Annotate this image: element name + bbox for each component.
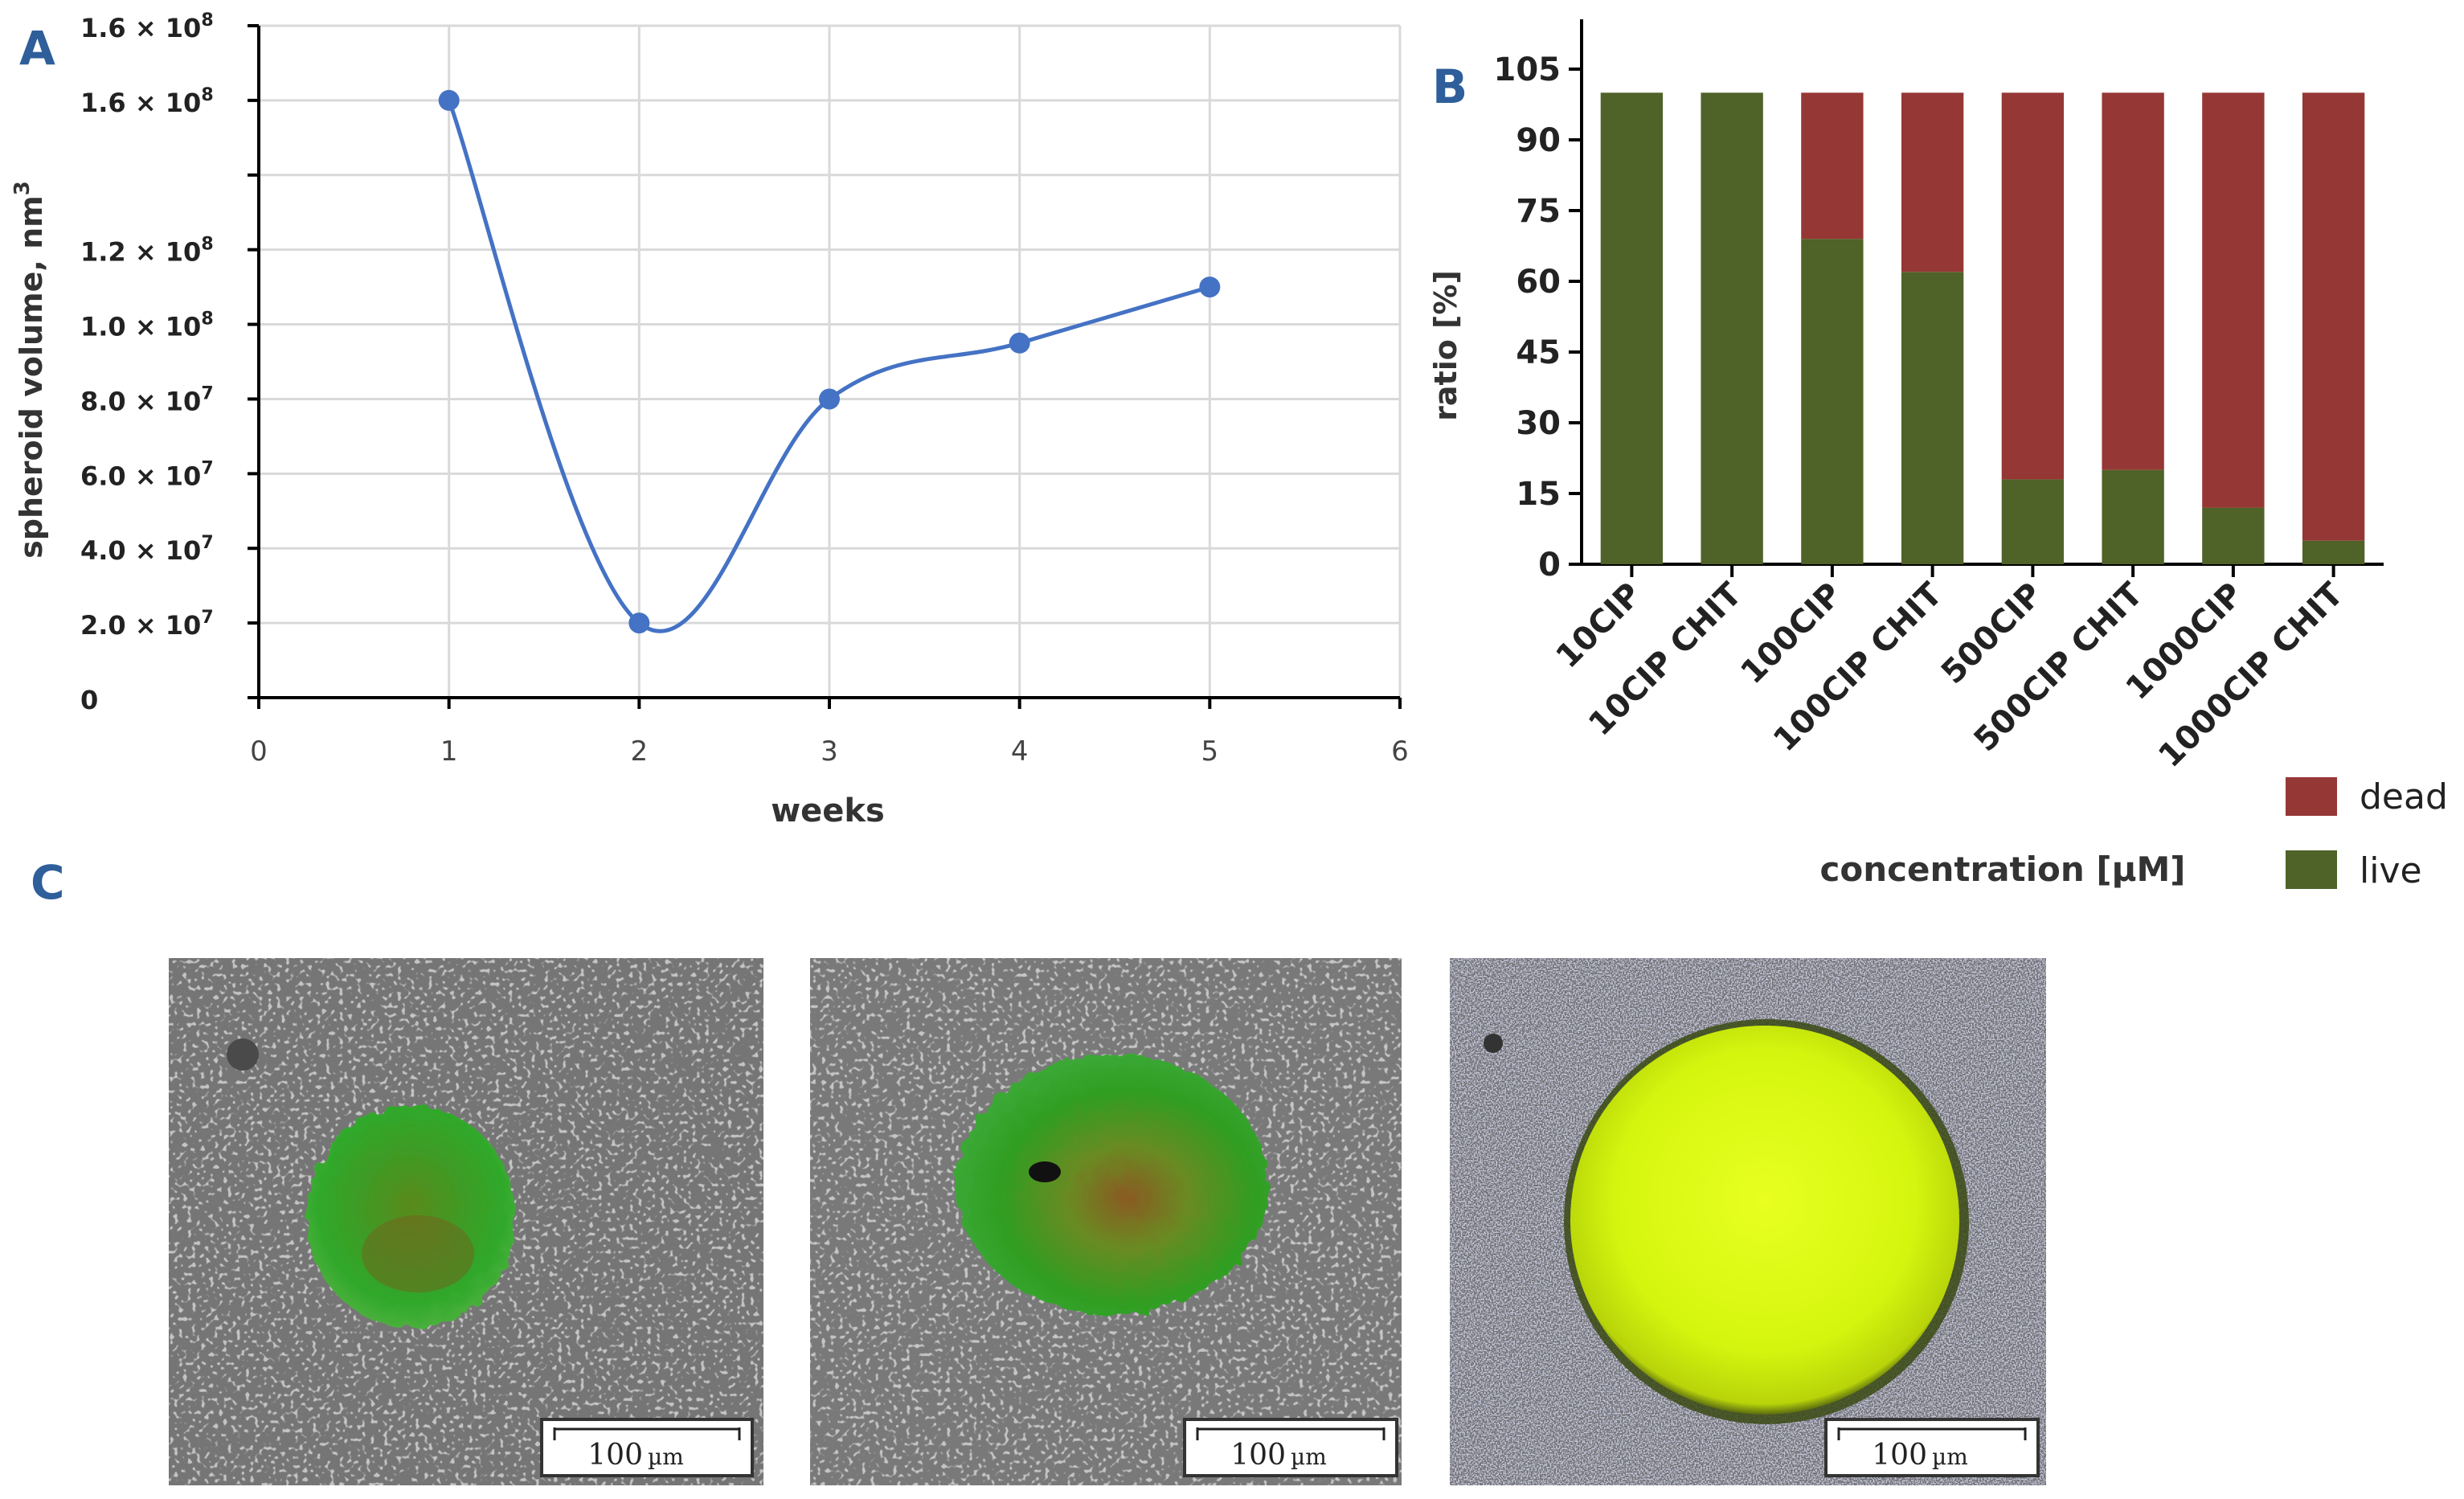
- bars: [1600, 92, 2365, 565]
- y-tick-label: 6.0 × 107: [80, 458, 214, 491]
- y-tick-label: 1.2 × 108: [80, 235, 214, 268]
- scale-bar-unit: µm: [1291, 1444, 1327, 1470]
- data-point: [1199, 276, 1221, 298]
- y-tick-label: 0: [1538, 547, 1561, 584]
- bar-dead: [2102, 92, 2164, 470]
- series-line-spheroid-volume: [447, 100, 1211, 633]
- micrograph-1: 100 µm: [169, 958, 763, 1485]
- y-axis-title: ratio [%]: [1428, 270, 1463, 421]
- x-tick-label: 0: [250, 735, 268, 768]
- y-tick-label: 2.0 × 107: [80, 608, 214, 641]
- y-tick-label: 1.6 × 108: [80, 10, 214, 43]
- data-point: [819, 388, 840, 410]
- line-chart-panel-a: 0 2.0 × 107 4.0 × 107 6.0 × 107 8.0 × 107 1.0…: [10, 10, 1409, 829]
- y-tick-label: 75: [1516, 193, 1561, 230]
- bar-dead: [1901, 92, 1964, 272]
- data-point: [628, 612, 650, 634]
- bar-dead: [2001, 92, 2065, 480]
- bar-live: [2001, 479, 2065, 564]
- x-tick-label: 1: [440, 735, 458, 768]
- y-tick-label: 1.6 × 108: [80, 85, 214, 118]
- x-tick-label: 3: [821, 735, 838, 768]
- x-tick-label: 4: [1011, 735, 1029, 768]
- x-axis-title: concentration [µM]: [1819, 850, 2185, 889]
- legend-swatch-dead: [2286, 777, 2337, 816]
- x-tick-label: 500CIP CHIT: [1967, 575, 2151, 759]
- spheroid-dead-region: [362, 1215, 474, 1292]
- y-tick-label: 8.0 × 107: [80, 383, 214, 416]
- x-tick-label: 6: [1391, 735, 1409, 768]
- scale-bar-unit: µm: [1932, 1444, 1968, 1470]
- bar-live: [2102, 469, 2164, 564]
- x-tick-label: 5: [1201, 735, 1219, 768]
- y-axis-title: spheroid volume, nm3: [10, 181, 49, 559]
- y-tick-label: 4.0 × 107: [80, 533, 214, 566]
- panel-label-c: C: [31, 855, 65, 910]
- legend: dead live: [2286, 776, 2448, 891]
- scale-bar-unit: µm: [648, 1444, 684, 1470]
- y-tick-label: 1.0 × 108: [80, 309, 214, 342]
- bar-live: [1901, 272, 1964, 564]
- spheroid-live-stained: [307, 1106, 516, 1328]
- scale-bar-value: 100: [1872, 1439, 1927, 1472]
- bar-live: [1600, 92, 1664, 565]
- x-tick-label: 1000CIP CHIT: [2151, 575, 2351, 775]
- grid-lines: [259, 24, 1402, 698]
- bar-dead: [2202, 92, 2265, 508]
- bar-live: [1801, 239, 1864, 564]
- legend-label-live: live: [2360, 850, 2422, 891]
- debris-particle: [1484, 1034, 1503, 1053]
- x-tick-labels: 0 1 2 3 4 5 6: [250, 698, 1409, 768]
- y-tick-label: 15: [1516, 476, 1561, 513]
- bar-live: [2202, 507, 2265, 564]
- bar-live: [1701, 92, 1763, 565]
- x-tick-label: 10CIP: [1549, 576, 1649, 676]
- micrograph-3: 100 µm: [1450, 958, 2046, 1485]
- data-points: [438, 89, 1221, 634]
- scale-bar-value: 100: [587, 1439, 643, 1472]
- x-axis-title: weeks: [771, 793, 885, 829]
- bar-dead: [1801, 92, 1864, 240]
- bar-live: [2302, 540, 2365, 564]
- debris-particle: [227, 1038, 259, 1071]
- legend-label-dead: dead: [2360, 776, 2448, 817]
- y-tick-label: 0: [80, 685, 98, 715]
- bar-dead: [2302, 92, 2365, 541]
- y-tick-label: 30: [1516, 405, 1561, 442]
- y-tick-label: 45: [1516, 334, 1561, 371]
- y-ticks: 0 15 30 45 60 75 90 105: [1494, 51, 1582, 584]
- scale-bar-value: 100: [1230, 1439, 1286, 1472]
- data-point: [438, 89, 460, 111]
- x-tick-label: 100CIP CHIT: [1766, 575, 1950, 759]
- x-tick-label: 2: [631, 735, 649, 768]
- y-tick-label: 60: [1516, 264, 1561, 301]
- spheroid-live-stained: [1570, 1026, 1959, 1415]
- micrograph-2: 100 µm: [810, 958, 1402, 1485]
- y-tick-label: 90: [1516, 122, 1561, 159]
- legend-swatch-live: [2286, 850, 2337, 889]
- spheroid-live-stained: [956, 1055, 1268, 1315]
- dark-particle: [1029, 1161, 1061, 1182]
- data-point: [1009, 332, 1030, 354]
- y-tick-labels: 0 2.0 × 107 4.0 × 107 6.0 × 107 8.0 × 107 1.0…: [80, 10, 259, 715]
- y-tick-label: 105: [1494, 51, 1561, 88]
- panel-label-a: A: [19, 21, 55, 76]
- panel-label-b: B: [1432, 59, 1467, 114]
